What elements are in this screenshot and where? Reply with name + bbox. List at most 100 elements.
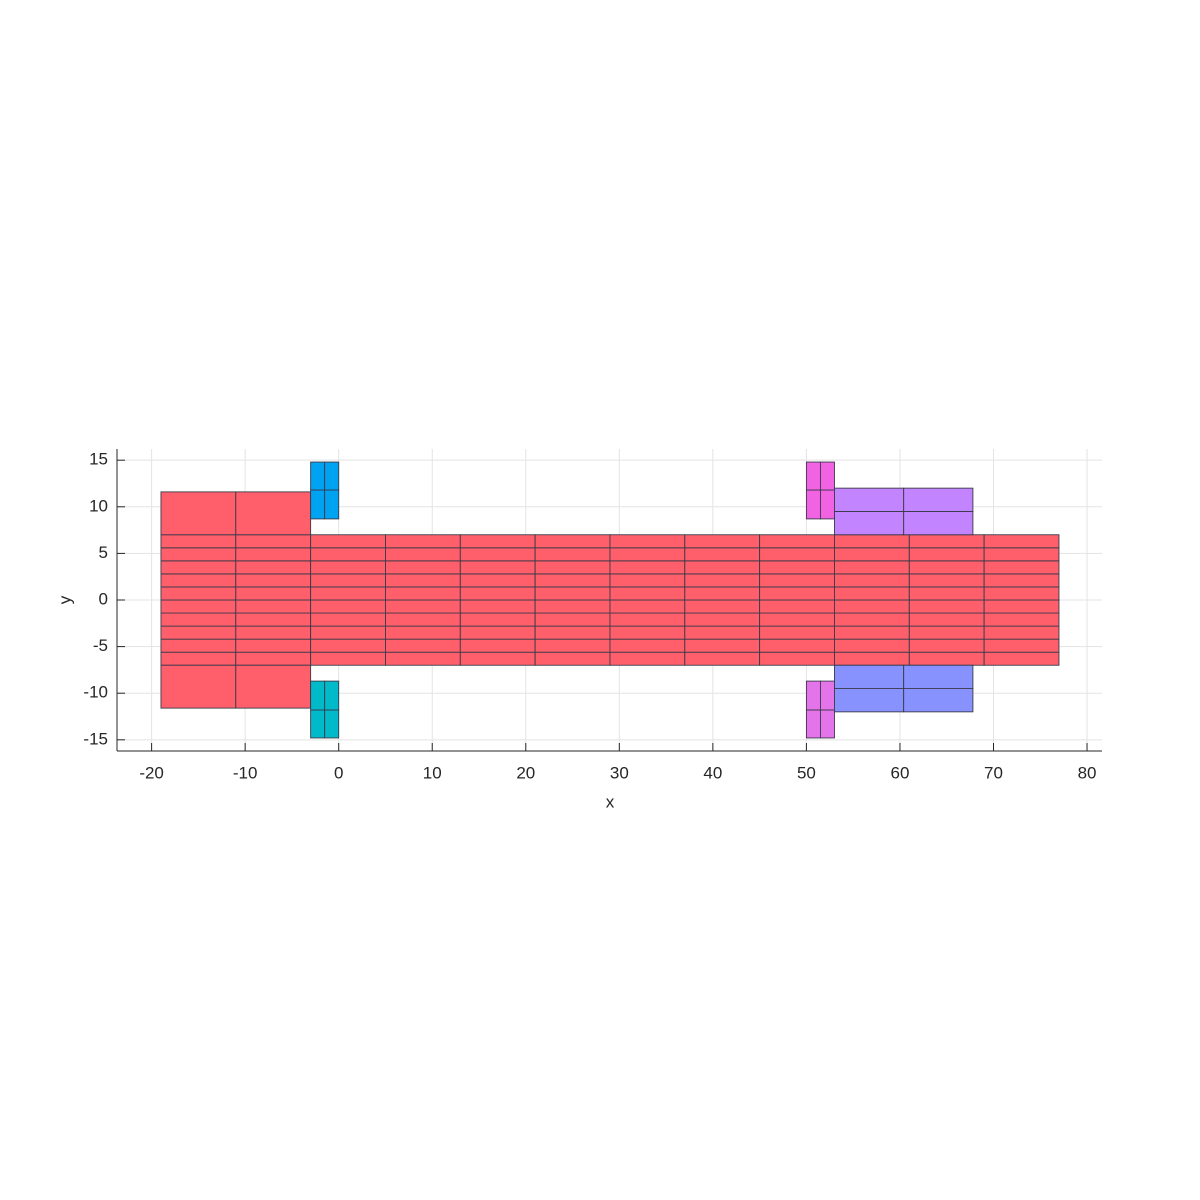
mesh-cell: [834, 638, 910, 653]
mesh-cell: [534, 612, 611, 627]
mesh-cell: [160, 625, 237, 640]
mesh-cell: [459, 560, 536, 575]
mesh-cell: [759, 599, 835, 614]
mesh-cell: [819, 489, 835, 520]
mesh-cell: [160, 586, 237, 601]
y-tick-label: 5: [99, 543, 108, 562]
mesh-cell: [310, 599, 386, 614]
mesh-cell: [908, 651, 985, 666]
mesh-cell: [160, 534, 237, 549]
mesh-cell: [759, 586, 835, 601]
mesh-cell: [310, 547, 386, 562]
mesh-cell: [759, 638, 835, 653]
mesh-cell: [684, 599, 761, 614]
mesh-cell: [759, 534, 835, 549]
mesh-cell: [983, 625, 1060, 640]
mesh-cell: [759, 560, 835, 575]
mesh-cell: [459, 534, 536, 549]
mesh-cell: [235, 560, 312, 575]
mesh-cell: [834, 511, 905, 536]
mesh-cell: [235, 534, 312, 549]
mesh-cell: [324, 461, 340, 491]
mesh-cell: [908, 547, 985, 562]
x-tick-label: 40: [703, 763, 722, 782]
mesh-cell: [834, 586, 910, 601]
mesh-cell: [160, 573, 237, 588]
mesh-cell: [834, 651, 910, 666]
mesh-cell: [609, 534, 686, 549]
mesh-cell: [684, 560, 761, 575]
x-tick-label: 50: [797, 763, 816, 782]
x-tick-label: 30: [610, 763, 629, 782]
mesh-cell: [684, 612, 761, 627]
mesh-cell: [459, 547, 536, 562]
mesh-cell: [609, 638, 686, 653]
mesh-cell: [609, 547, 686, 562]
mesh-cell: [834, 560, 910, 575]
mesh-cell: [385, 534, 461, 549]
mesh-cell: [324, 709, 340, 739]
mesh-cell: [459, 625, 536, 640]
y-tick-label: 15: [89, 450, 108, 469]
y-tick-label: -5: [93, 636, 108, 655]
mesh-cell: [805, 461, 821, 491]
mesh-cell: [805, 680, 821, 711]
mesh-cell: [983, 638, 1060, 653]
mesh-cell: [684, 625, 761, 640]
mesh-cell: [609, 599, 686, 614]
y-tick-label: 10: [89, 496, 108, 515]
mesh-cell: [834, 612, 910, 627]
mesh-cell: [160, 491, 237, 536]
mesh-cell: [310, 612, 386, 627]
x-tick-label: 10: [423, 763, 442, 782]
mesh-cell: [983, 586, 1060, 601]
mesh-cell: [534, 586, 611, 601]
mesh-cell: [759, 547, 835, 562]
mesh-cell: [235, 664, 312, 709]
mesh-cell: [759, 651, 835, 666]
mesh-cell: [903, 664, 974, 689]
mesh-cell: [819, 461, 835, 491]
mesh-cell: [834, 547, 910, 562]
mesh-cell: [609, 586, 686, 601]
mesh-cell: [534, 560, 611, 575]
x-tick-label: 70: [984, 763, 1003, 782]
mesh-cell: [684, 651, 761, 666]
mesh-cell: [684, 573, 761, 588]
mesh-cell: [310, 461, 326, 491]
mesh-cell: [908, 560, 985, 575]
x-tick-label: 20: [516, 763, 535, 782]
mesh-cell: [459, 651, 536, 666]
mesh-cell: [310, 709, 326, 739]
mesh-cell: [805, 489, 821, 520]
mesh-cell: [983, 612, 1060, 627]
mesh-cell: [684, 638, 761, 653]
mesh-cell: [534, 547, 611, 562]
mesh-cell: [983, 573, 1060, 588]
mesh-cell: [385, 573, 461, 588]
mesh-cell: [983, 534, 1060, 549]
mesh-cell: [534, 625, 611, 640]
mesh-cell: [903, 487, 974, 512]
mesh-cell: [609, 612, 686, 627]
mesh-cell: [819, 709, 835, 739]
mesh-cell: [160, 560, 237, 575]
mesh-cell: [385, 560, 461, 575]
mesh-cell: [459, 612, 536, 627]
x-tick-label: 80: [1078, 763, 1097, 782]
mesh-cell: [235, 491, 312, 536]
mesh-cell: [310, 489, 326, 520]
mesh-cell: [908, 599, 985, 614]
mesh-cell: [160, 651, 237, 666]
mesh-cell: [310, 651, 386, 666]
mesh-cell: [310, 586, 386, 601]
mesh-cell: [609, 651, 686, 666]
mesh-cell: [834, 625, 910, 640]
mesh-cell: [534, 599, 611, 614]
mesh-cell: [609, 560, 686, 575]
mesh-cell: [235, 547, 312, 562]
mesh-cell: [908, 573, 985, 588]
mesh-cell: [903, 511, 974, 536]
mesh-cell: [235, 573, 312, 588]
